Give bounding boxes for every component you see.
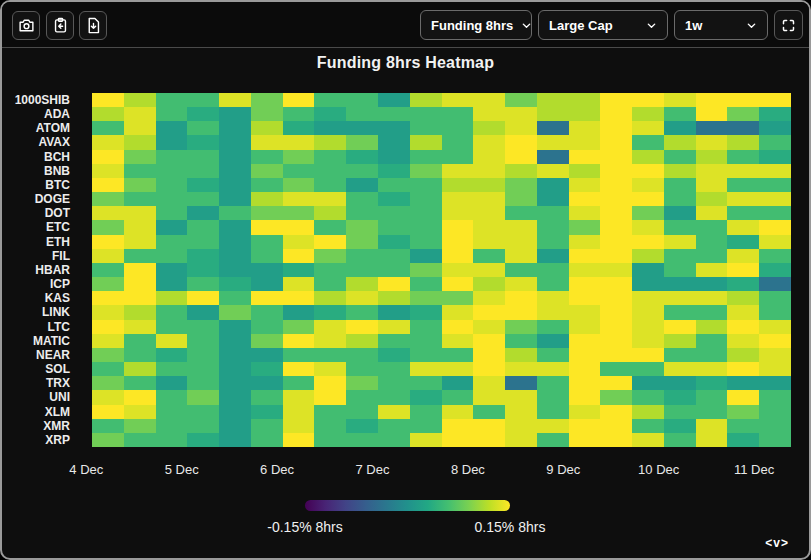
chevron-down-icon [746, 20, 757, 31]
clipboard-icon [52, 17, 69, 34]
y-label-MATIC: MATIC [2, 334, 70, 348]
y-label-UNI: UNI [2, 390, 70, 404]
chart-title: Funding 8hrs Heatmap [2, 54, 809, 72]
timeframe-dropdown-label: 1w [685, 18, 702, 33]
chevron-down-icon [646, 20, 657, 31]
x-label-8-Dec: 8 Dec [451, 462, 485, 477]
y-label-ICP: ICP [2, 277, 70, 291]
fullscreen-button[interactable] [774, 10, 803, 40]
y-label-ETH: ETH [2, 235, 70, 249]
colorbar-gradient [305, 500, 510, 511]
x-label-9-Dec: 9 Dec [546, 462, 580, 477]
metric-dropdown[interactable]: Funding 8hrs [420, 10, 532, 40]
y-label-DOGE: DOGE [2, 192, 70, 206]
y-label-XRP: XRP [2, 433, 70, 447]
funding-heatmap[interactable] [92, 93, 791, 447]
y-label-ADA: ADA [2, 107, 70, 121]
camera-icon [18, 17, 35, 34]
toolbar: Funding 8hrs Large Cap 1w [2, 2, 809, 48]
coin-group-dropdown-label: Large Cap [549, 18, 613, 33]
copy-to-clipboard-button[interactable] [46, 11, 74, 40]
y-label-KAS: KAS [2, 291, 70, 305]
y-label-ATOM: ATOM [2, 121, 70, 135]
velo-logo: <v> [765, 536, 789, 550]
y-label-XLM: XLM [2, 405, 70, 419]
coin-group-dropdown[interactable]: Large Cap [538, 10, 668, 40]
y-label-TRX: TRX [2, 376, 70, 390]
y-label-BCH: BCH [2, 150, 70, 164]
x-label-6-Dec: 6 Dec [260, 462, 294, 477]
y-label-AVAX: AVAX [2, 135, 70, 149]
timeframe-dropdown[interactable]: 1w [674, 10, 768, 40]
x-label-7-Dec: 7 Dec [356, 462, 390, 477]
colorbar-min-label: -0.15% 8hrs [267, 519, 342, 535]
metric-dropdown-label: Funding 8hrs [431, 18, 513, 33]
x-label-5-Dec: 5 Dec [165, 462, 199, 477]
chevron-down-icon [521, 20, 532, 31]
download-file-button[interactable] [79, 11, 107, 40]
y-label-DOT: DOT [2, 206, 70, 220]
y-label-BTC: BTC [2, 178, 70, 192]
x-label-10-Dec: 10 Dec [638, 462, 679, 477]
y-label-HBAR: HBAR [2, 263, 70, 277]
colorbar-max-label: 0.15% 8hrs [475, 519, 546, 535]
x-label-11-Dec: 11 Dec [734, 462, 774, 477]
fullscreen-icon [781, 18, 796, 33]
y-label-NEAR: NEAR [2, 348, 70, 362]
y-label-LINK: LINK [2, 305, 70, 319]
y-label-FIL: FIL [2, 249, 70, 263]
app-window: Funding 8hrs Large Cap 1w Funding 8 [0, 0, 811, 560]
y-label-ETC: ETC [2, 220, 70, 234]
file-download-icon [85, 17, 102, 34]
y-label-LTC: LTC [2, 320, 70, 334]
y-label-SOL: SOL [2, 362, 70, 376]
screenshot-button[interactable] [12, 11, 40, 40]
x-label-4-Dec: 4 Dec [69, 462, 103, 477]
y-label-BNB: BNB [2, 164, 70, 178]
y-label-1000SHIB: 1000SHIB [2, 93, 70, 107]
y-label-XMR: XMR [2, 419, 70, 433]
